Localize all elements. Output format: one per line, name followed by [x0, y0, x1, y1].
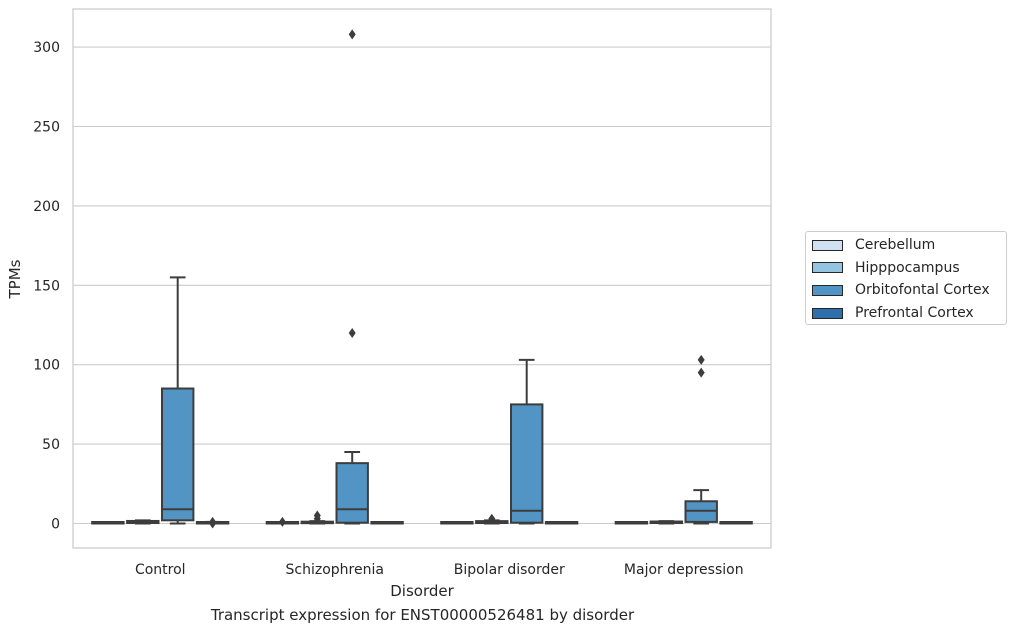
y-axis-label: TPMs: [6, 259, 24, 299]
legend-swatch: [812, 307, 843, 319]
legend: Cerebellum Hipppocampus Orbitofontal Corte…: [805, 231, 1007, 325]
legend-label: Hipppocampus: [855, 259, 960, 276]
outlier-point: [209, 516, 217, 527]
box-prefrontal-cortex-0: [195, 516, 230, 529]
y-tick-labels: 0 50 100 150 200 250 300: [33, 40, 60, 532]
x-tick-label: Major depression: [624, 562, 744, 578]
box-plot-series: [91, 29, 753, 529]
legend-item: Prefrontal Cortex: [812, 303, 974, 323]
box-cerebellum-0: [91, 521, 125, 525]
plot-frame: [72, 8, 772, 549]
y-tick-label: 250: [33, 120, 60, 136]
outlier-point: [348, 29, 356, 40]
box-cerebellum-2: [440, 521, 474, 525]
outlier-point: [488, 513, 496, 524]
box-hipppocampus-2: [475, 513, 509, 525]
legend-swatch: [812, 284, 843, 296]
y-tick-label: 50: [42, 437, 60, 453]
x-tick-label: Bipolar disorder: [454, 562, 565, 578]
chart-caption: Transcript expression for ENST0000052648…: [210, 606, 635, 624]
legend-label: Cerebellum: [855, 237, 936, 253]
box-body: [160, 387, 195, 522]
box-cerebellum-3: [614, 521, 649, 525]
box-hipppocampus-3: [649, 520, 684, 525]
outlier-point: [278, 516, 286, 527]
legend-item: Cerebellum: [812, 235, 935, 255]
y-tick-label: 0: [51, 517, 60, 533]
outlier-point: [348, 327, 356, 338]
legend-label: Prefrontal Cortex: [855, 305, 974, 322]
box-hipppocampus-1: [300, 510, 335, 525]
outlier-point: [313, 510, 321, 521]
box-prefrontal-cortex-2: [544, 521, 579, 525]
x-tick-labels: Control Schizophrenia Bipolar disorder Majo…: [135, 562, 744, 578]
legend-label: Orbitofontal Cortex: [855, 282, 990, 299]
box-body: [335, 462, 369, 524]
legend-swatch: [812, 262, 843, 274]
box-orbitofontal-cortex-3: [684, 354, 718, 525]
box-body: [509, 403, 544, 524]
box-orbitofontal-cortex-2: [509, 358, 544, 525]
box-orbitofontal-cortex-1: [335, 29, 369, 525]
x-tick-label: Control: [135, 562, 186, 578]
legend-item: Orbitofontal Cortex: [812, 280, 990, 300]
box-cerebellum-1: [265, 516, 300, 527]
plot-border: [72, 8, 772, 549]
x-tick-label: Schizophrenia: [286, 562, 384, 578]
legend-item: Hipppocampus: [812, 258, 960, 278]
legend-swatch: [812, 239, 843, 251]
y-tick-label: 200: [33, 199, 60, 215]
outlier-point: [697, 367, 705, 378]
box-hipppocampus-0: [126, 519, 160, 525]
y-tick-label: 300: [33, 40, 60, 56]
box-prefrontal-cortex-1: [370, 521, 404, 525]
y-tick-label: 100: [33, 358, 60, 374]
x-axis-label: Disorder: [390, 582, 454, 600]
y-tick-label: 150: [33, 278, 60, 294]
box-prefrontal-cortex-3: [719, 521, 753, 525]
box-orbitofontal-cortex-0: [160, 276, 195, 525]
outlier-point: [697, 354, 705, 365]
